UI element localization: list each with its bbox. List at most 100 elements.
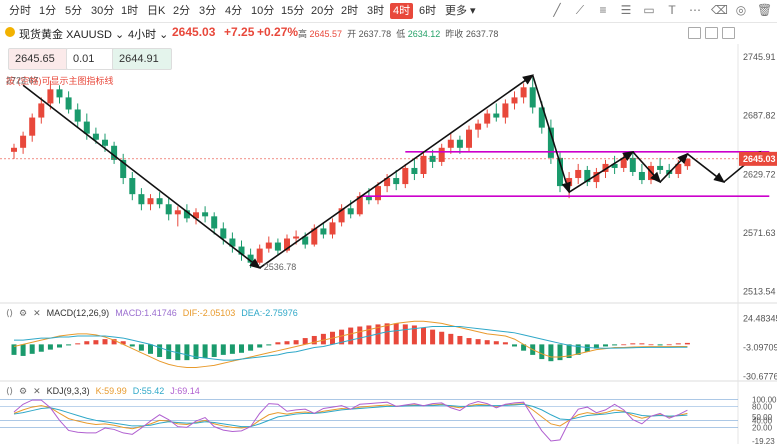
buy-price-button[interactable]: 2644.91 [112, 48, 172, 70]
macd-bar [293, 340, 299, 345]
close-icon[interactable]: ✕ [33, 385, 41, 396]
settings-icon[interactable]: ⚙ [19, 385, 28, 396]
candle-body [356, 196, 363, 215]
panel-layout-icon[interactable] [688, 27, 701, 39]
sell-price-button[interactable]: 2645.65 [8, 48, 68, 70]
macd-value: MACD:1.41746 [115, 308, 177, 318]
timeframe-9[interactable]: 10分 [251, 5, 275, 17]
candle-body [575, 169, 582, 179]
price-tag [739, 151, 777, 166]
candle-body [320, 228, 327, 235]
candle-body [74, 109, 81, 122]
candle-body [538, 107, 545, 128]
candle-body [65, 97, 72, 110]
macd-axis-tick: -30.67763 [743, 372, 777, 382]
candle-body [38, 103, 45, 118]
settings-icon[interactable]: ⚙ [19, 307, 28, 318]
panel-settings-icon[interactable] [722, 27, 735, 39]
candle-body [120, 159, 127, 179]
d-value: D:55.42 [132, 386, 165, 396]
timeframe-13[interactable]: 3时 [367, 5, 385, 17]
trendline-tool-icon[interactable]: ╱ [553, 3, 561, 17]
ray-tool-icon[interactable]: ⟋ [575, 3, 585, 17]
collapse-icon[interactable]: ⟨⟩ [6, 307, 14, 318]
text-tool-icon[interactable]: T [668, 3, 676, 17]
candle-body [447, 139, 454, 148]
dif-value: DIF:-2.05103 [182, 308, 236, 318]
timeframe-1[interactable]: 1分 [39, 5, 57, 17]
timeframe-8[interactable]: 4分 [225, 5, 243, 17]
macd-bar [457, 335, 463, 345]
macd-bar [129, 344, 135, 347]
kdj-header: ⟨⟩ ⚙ ✕ KDJ(9,3,3) K:59.99 D:55.42 J:69.1… [6, 385, 200, 397]
timeframe-16[interactable]: 更多 ▾ [445, 5, 476, 17]
candle-body [338, 208, 345, 223]
candle-body [593, 171, 600, 183]
timeframe-toolbar: 分时 1分 5分 30分 1时 日K 2分 3分 4分 10分 15分 20分 2时 3时 4时 6时 更多 ▾… [0, 0, 777, 23]
indicator-hint: 按 (空格)可显示主图指标线 [6, 76, 114, 86]
collapse-icon[interactable]: ⟨⟩ [6, 385, 14, 396]
timeframe-12[interactable]: 2时 [341, 5, 359, 17]
macd-bar [111, 339, 117, 345]
macd-bar [648, 344, 654, 346]
timeframe-14[interactable]: 4时 [390, 3, 414, 19]
macd-bar [57, 344, 62, 348]
candle-body [611, 163, 618, 168]
candle-body [329, 222, 336, 235]
panel-expand-icon[interactable] [705, 27, 718, 39]
close-icon[interactable]: ✕ [33, 307, 41, 318]
lot-size-input[interactable]: 0.01 [66, 48, 118, 70]
timeframe-2[interactable]: 5分 [65, 5, 83, 17]
candle-body [129, 178, 136, 195]
rectangle-tool-icon[interactable]: ▭ [643, 3, 655, 17]
macd-bar [657, 344, 663, 346]
macd-bar [284, 341, 290, 345]
candle-body [602, 163, 609, 172]
candle-body [375, 186, 381, 201]
symbol-info-bar: 现货黄金 XAUUSD ⌄ 4小时 ⌄ 2645.03 +7.25 +0.27%… [0, 23, 740, 43]
macd-bar [684, 342, 690, 345]
dea-line [14, 326, 688, 361]
price-change-pct: +0.27% [257, 25, 299, 39]
price-axis-tick: 2629.72 [743, 169, 776, 179]
candle-body [102, 139, 108, 146]
macd-bar [229, 344, 235, 354]
gold-icon [5, 27, 15, 37]
timeframe-0[interactable]: 分时 [9, 5, 31, 17]
macd-bar [20, 344, 26, 356]
symbol-selector[interactable]: 现货黄金 XAUUSD ⌄ [19, 29, 125, 41]
delete-icon[interactable]: 🗑 [757, 3, 773, 17]
high-annotation: 2722.67 [6, 76, 39, 86]
period-selector[interactable]: 4小时 ⌄ [128, 29, 169, 41]
visibility-icon[interactable]: ◎ [735, 3, 747, 17]
candle-body [147, 198, 154, 205]
candle-body [29, 117, 36, 136]
timeframe-3[interactable]: 30分 [91, 5, 115, 17]
low-annotation: 2536.78 [264, 262, 297, 272]
timeframe-7[interactable]: 3分 [199, 5, 217, 17]
candle-body [202, 212, 209, 217]
kdj-label: KDJ(9,3,3) [46, 386, 90, 396]
timeframe-5[interactable]: 日K [147, 5, 166, 17]
timeframe-10[interactable]: 15分 [281, 5, 305, 17]
timeframe-11[interactable]: 20分 [311, 5, 335, 17]
price-axis-tick: 2687.82 [743, 111, 776, 121]
more-tools-icon[interactable]: ⋯ [689, 3, 701, 17]
timeframe-6[interactable]: 2分 [173, 5, 191, 17]
candle-body [420, 155, 427, 174]
candle-body [347, 208, 354, 215]
macd-bar [621, 344, 627, 346]
macd-header: ⟨⟩ ⚙ ✕ MACD(12,26,9) MACD:1.41746 DIF:-2… [6, 307, 298, 319]
trendline-arrow [22, 84, 261, 269]
macd-axis-tick: -3.09709 [743, 343, 777, 353]
fibonacci-tool-icon[interactable]: ☰ [620, 3, 632, 17]
macd-bar [75, 343, 81, 345]
macd-bar [193, 344, 199, 360]
trendline-arrow [568, 150, 635, 193]
timeframe-15[interactable]: 6时 [419, 5, 437, 17]
eraser-icon[interactable]: ⌫ [711, 3, 728, 17]
channel-tool-icon[interactable]: ≡ [599, 3, 607, 17]
timeframe-4[interactable]: 1时 [121, 5, 139, 17]
candle-body [493, 113, 500, 118]
